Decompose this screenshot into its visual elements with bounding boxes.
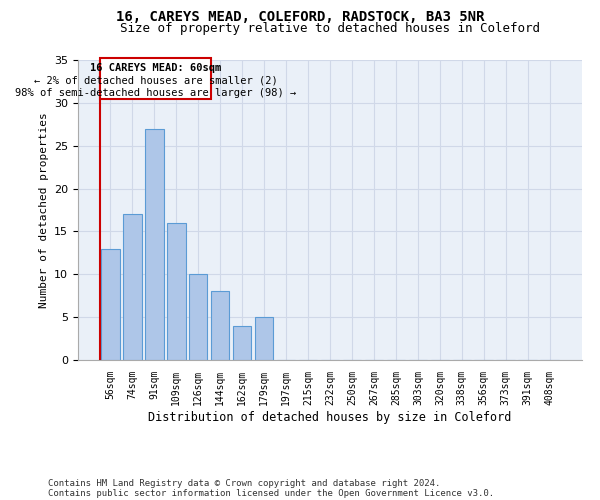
Bar [189,274,208,360]
Text: ← 2% of detached houses are smaller (2): ← 2% of detached houses are smaller (2) [34,76,277,86]
Bar [101,248,119,360]
Bar [145,128,164,360]
Text: 98% of semi-detached houses are larger (98) →: 98% of semi-detached houses are larger (… [15,88,296,99]
X-axis label: Distribution of detached houses by size in Coleford: Distribution of detached houses by size … [148,410,512,424]
Bar [255,317,274,360]
Bar [167,223,185,360]
Text: 16, CAREYS MEAD, COLEFORD, RADSTOCK, BA3 5NR: 16, CAREYS MEAD, COLEFORD, RADSTOCK, BA3… [116,10,484,24]
Text: Contains public sector information licensed under the Open Government Licence v3: Contains public sector information licen… [48,488,494,498]
Text: Contains HM Land Registry data © Crown copyright and database right 2024.: Contains HM Land Registry data © Crown c… [48,478,440,488]
Title: Size of property relative to detached houses in Coleford: Size of property relative to detached ho… [120,22,540,35]
Bar [233,326,251,360]
Y-axis label: Number of detached properties: Number of detached properties [38,112,49,308]
Bar [211,292,229,360]
Bar [100,58,211,98]
Bar [123,214,142,360]
Text: 16 CAREYS MEAD: 60sqm: 16 CAREYS MEAD: 60sqm [90,62,221,72]
